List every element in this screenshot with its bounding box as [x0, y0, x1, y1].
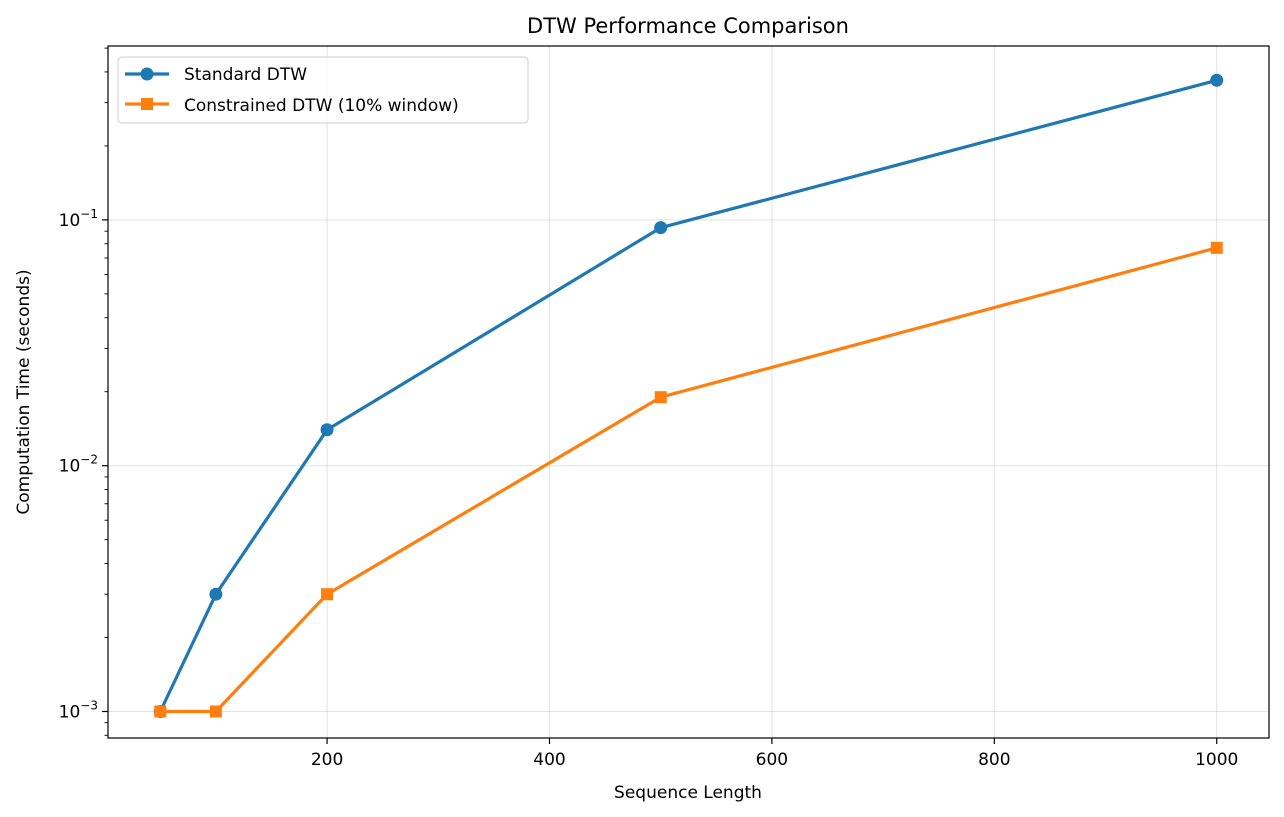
y-tick-label: 10−2	[59, 453, 98, 477]
x-tick-label: 400	[533, 750, 565, 770]
x-tick-label: 600	[756, 750, 788, 770]
series-layer	[153, 73, 1224, 718]
legend-marker-standard	[140, 67, 154, 81]
x-tick-label: 800	[978, 750, 1010, 770]
plot-frame	[107, 45, 1270, 739]
chart-title: DTW Performance Comparison	[527, 14, 849, 38]
ticks: 200 400 600 800 1000 10−3 10−2 10−1	[59, 47, 1238, 770]
series-line-1	[158, 246, 1219, 714]
y-axis-label: Computation Time (seconds)	[14, 269, 34, 514]
data-point-1	[1210, 241, 1223, 254]
x-tick-label: 1000	[1195, 750, 1238, 770]
x-tick-label: 200	[311, 750, 343, 770]
data-point-1	[654, 391, 667, 404]
legend-frame	[117, 56, 529, 124]
legend-marker-constrained	[141, 98, 153, 110]
legend-label-standard: Standard DTW	[184, 65, 307, 85]
legend-entry-standard: Standard DTW	[125, 65, 307, 85]
data-point-0	[320, 423, 334, 437]
data-point-0	[209, 587, 223, 601]
legend-label-constrained: Constrained DTW (10% window)	[184, 96, 459, 116]
legend: Standard DTW Constrained DTW (10% window…	[117, 56, 529, 124]
data-point-1	[321, 588, 334, 601]
legend-entry-constrained: Constrained DTW (10% window)	[125, 96, 459, 116]
x-axis-label: Sequence Length	[614, 783, 762, 803]
grid	[108, 46, 1269, 738]
data-point-0	[654, 221, 668, 235]
data-point-1	[154, 705, 167, 718]
y-tick-label: 10−3	[59, 698, 98, 722]
y-tick-label: 10−1	[59, 207, 98, 231]
series-line-0	[158, 78, 1219, 714]
data-point-0	[1210, 73, 1224, 87]
data-point-1	[209, 705, 222, 718]
